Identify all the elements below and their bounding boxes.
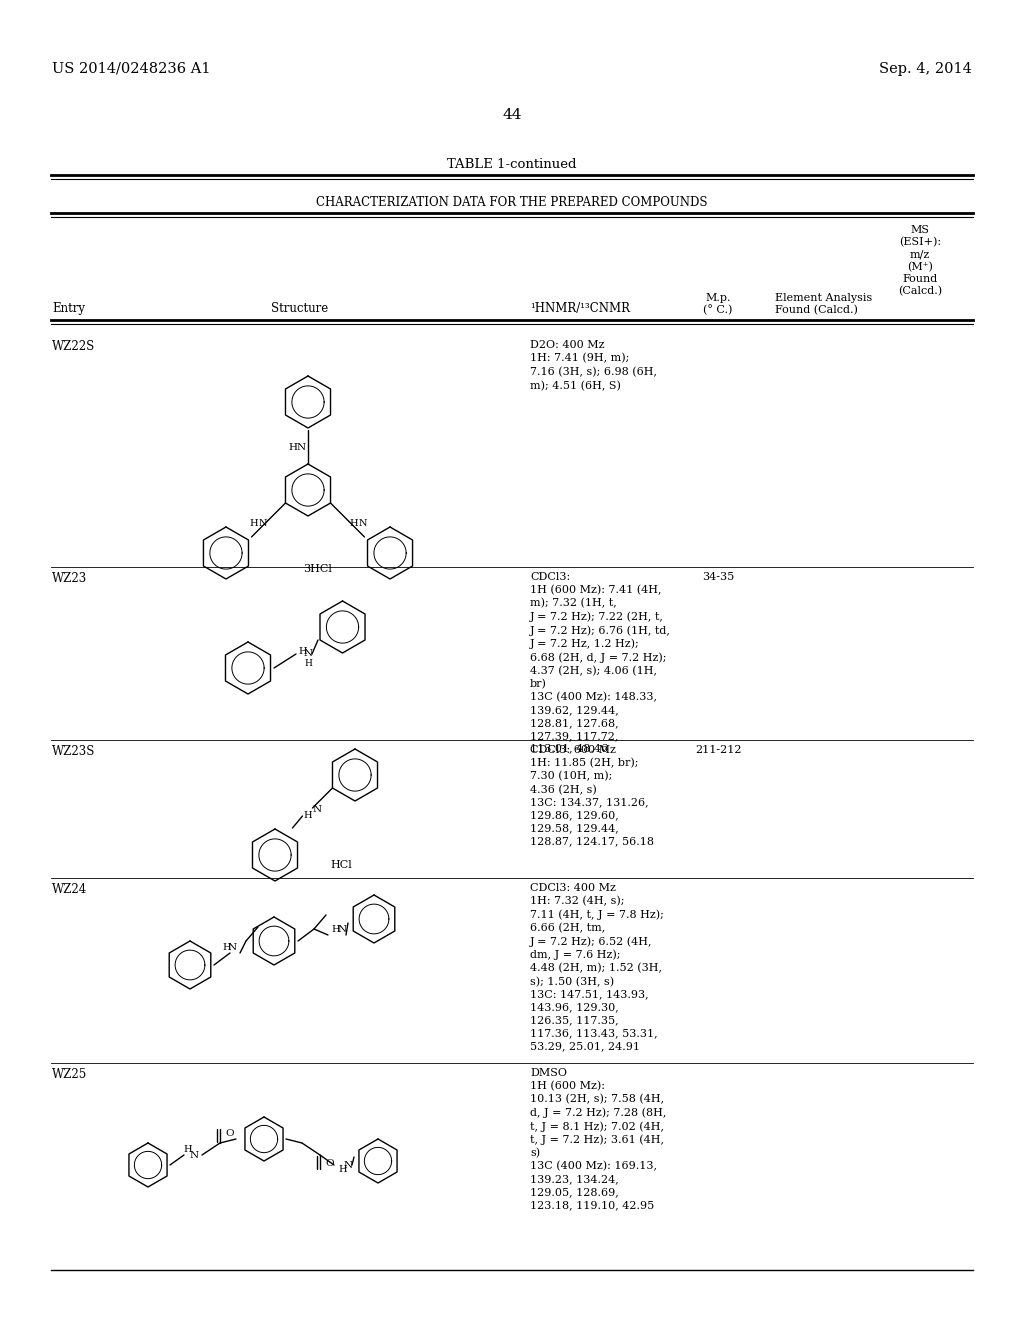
Text: 34-35: 34-35 [701,572,734,582]
Text: N: N [313,805,322,814]
Text: H: H [249,519,258,528]
Text: H: H [303,812,311,821]
Text: HN: HN [288,444,306,453]
Text: Structure: Structure [271,302,329,315]
Text: 44: 44 [502,108,522,121]
Text: WZ23S: WZ23S [52,744,95,758]
Text: 211-212: 211-212 [694,744,741,755]
Text: WZ22S: WZ22S [52,341,95,352]
Text: N: N [344,1160,353,1170]
Text: CHARACTERIZATION DATA FOR THE PREPARED COMPOUNDS: CHARACTERIZATION DATA FOR THE PREPARED C… [316,195,708,209]
Text: M.p.
(° C.): M.p. (° C.) [703,293,733,315]
Text: US 2014/0248236 A1: US 2014/0248236 A1 [52,62,211,77]
Text: Entry: Entry [52,302,85,315]
Text: HCl: HCl [330,861,352,870]
Text: N: N [190,1151,199,1159]
Text: CDCl3: 400 Mz
1H: 7.32 (4H, s);
7.11 (4H, t, J = 7.8 Hz);
6.66 (2H, tm,
J = 7.2 : CDCl3: 400 Mz 1H: 7.32 (4H, s); 7.11 (4H… [530,883,664,1051]
Text: H: H [338,1164,347,1173]
Text: Sep. 4, 2014: Sep. 4, 2014 [880,62,972,77]
Text: MS
(ESI+):
m/z
(M⁺)
Found
(Calcd.): MS (ESI+): m/z (M⁺) Found (Calcd.) [898,224,942,296]
Text: N: N [304,649,313,659]
Text: H: H [298,648,306,656]
Text: ¹HNMR/¹³CNMR: ¹HNMR/¹³CNMR [530,302,630,315]
Text: 3HCl: 3HCl [303,564,333,574]
Text: D2O: 400 Mz
1H: 7.41 (9H, m);
7.16 (3H, s); 6.98 (6H,
m); 4.51 (6H, S): D2O: 400 Mz 1H: 7.41 (9H, m); 7.16 (3H, … [530,341,657,391]
Text: H: H [304,659,312,668]
Text: N: N [338,925,347,935]
Text: N: N [358,519,367,528]
Text: TABLE 1-continued: TABLE 1-continued [447,158,577,172]
Text: Element Analysis
Found (Calcd.): Element Analysis Found (Calcd.) [775,293,872,315]
Text: CDCl3: 600 Mz
1H: 11.85 (2H, br);
7.30 (10H, m);
4.36 (2H, s)
13C: 134.37, 131.2: CDCl3: 600 Mz 1H: 11.85 (2H, br); 7.30 (… [530,744,654,846]
Text: O: O [325,1159,334,1167]
Text: WZ24: WZ24 [52,883,87,896]
Text: H: H [349,519,357,528]
Text: WZ23: WZ23 [52,572,87,585]
Text: O: O [225,1129,233,1138]
Text: WZ25: WZ25 [52,1068,87,1081]
Text: H: H [222,942,230,952]
Text: H: H [331,925,340,935]
Text: N: N [228,942,238,952]
Text: CDCl3:
1H (600 Mz): 7.41 (4H,
m); 7.32 (1H, t,
J = 7.2 Hz); 7.22 (2H, t,
J = 7.2: CDCl3: 1H (600 Mz): 7.41 (4H, m); 7.32 (… [530,572,671,754]
Text: N: N [258,519,266,528]
Text: H: H [183,1144,191,1154]
Text: DMSO
1H (600 Mz):
10.13 (2H, s); 7.58 (4H,
d, J = 7.2 Hz); 7.28 (8H,
t, J = 8.1 : DMSO 1H (600 Mz): 10.13 (2H, s); 7.58 (4… [530,1068,667,1210]
